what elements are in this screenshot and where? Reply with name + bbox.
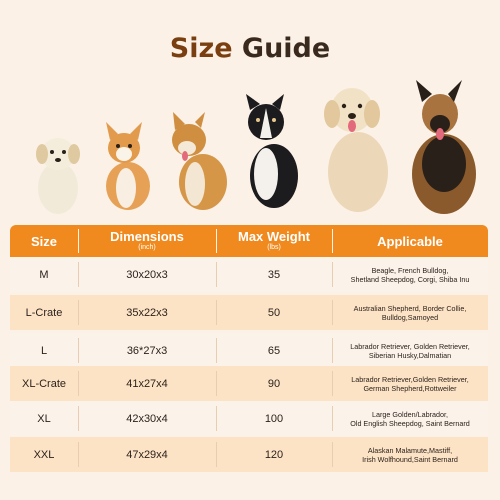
header-divider — [78, 229, 79, 253]
dimensions-cell: 42x30x4 — [126, 412, 168, 425]
title-word-size: Size — [169, 33, 233, 64]
weight-cell: 100 — [264, 412, 284, 425]
header-dimensions-unit: (inch) — [138, 244, 156, 251]
size-cell: L-Crate — [25, 306, 63, 319]
table-row: M 30x20x3 35 Beagle, French Bulldog, Shet… — [10, 257, 488, 292]
size-cell: XXL — [33, 448, 55, 461]
applicable-cell: Australian Shepherd, Border Collie, Bulld… — [332, 295, 488, 330]
weight-cell: 50 — [267, 306, 281, 319]
table-row: XL 42x30x4 100 Large Golden/Labrador, Old… — [10, 401, 488, 436]
dimensions-cell: 36*27x3 — [126, 344, 168, 357]
header-divider — [216, 229, 217, 253]
applicable-cell: Labrador Retriever, Golden Retriever, Sib… — [332, 333, 488, 368]
applicable-line: Siberian Husky,Dalmatian — [368, 350, 452, 360]
puppy-illustration — [36, 138, 80, 214]
row-divider — [332, 338, 333, 363]
page-title: Size Guide — [0, 33, 500, 64]
dimensions-cell: 35x22x3 — [126, 306, 168, 319]
row-divider — [216, 442, 217, 467]
applicable-line: Alaskan Malamute,Mastiff, — [367, 445, 453, 455]
weight-cell: 65 — [267, 344, 281, 357]
corgi-illustration — [106, 122, 150, 210]
header-weight: Max Weight (lbs) — [216, 225, 332, 257]
row-divider — [78, 371, 79, 396]
applicable-line: Australian Shepherd, Border Collie, — [353, 303, 467, 313]
header-applicable: Applicable — [332, 225, 488, 257]
applicable-cell: Alaskan Malamute,Mastiff, Irish Wolfhound… — [332, 437, 488, 472]
header-size: Size — [10, 225, 78, 257]
row-divider — [332, 371, 333, 396]
table-row: L-Crate 35x22x3 50 Australian Shepherd, … — [10, 295, 488, 330]
row-divider — [216, 300, 217, 325]
size-cell: L — [40, 344, 48, 357]
table-row: XL-Crate 41x27x4 90 Labrador Retriever,G… — [10, 366, 488, 401]
row-divider — [332, 262, 333, 287]
table-header: Size Dimensions (inch) Max Weight (lbs) … — [10, 225, 488, 257]
size-cell: XL-Crate — [21, 377, 67, 390]
size-cell: M — [39, 268, 49, 281]
dog-lineup — [0, 80, 500, 220]
row-divider — [216, 338, 217, 363]
row-divider — [332, 406, 333, 431]
applicable-line: German Shepherd,Rottweiler — [363, 383, 457, 393]
row-divider — [78, 300, 79, 325]
weight-cell: 90 — [267, 377, 281, 390]
shiba-inu-illustration — [172, 112, 227, 210]
row-divider — [216, 406, 217, 431]
applicable-line: Large Golden/Labrador, — [372, 409, 448, 419]
weight-cell: 120 — [264, 448, 284, 461]
row-divider — [78, 442, 79, 467]
applicable-line: Labrador Retriever, Golden Retriever, — [350, 341, 470, 351]
row-divider — [216, 371, 217, 396]
dimensions-cell: 47x29x4 — [126, 448, 168, 461]
applicable-cell: Labrador Retriever,Golden Retriever, Germ… — [332, 366, 488, 401]
border-collie-illustration — [246, 94, 298, 208]
applicable-line: Labrador Retriever,Golden Retriever, — [351, 374, 469, 384]
header-size-label: Size — [30, 233, 57, 249]
header-applicable-label: Applicable — [377, 233, 443, 249]
applicable-line: Shetland Sheepdog, Corgi, Shiba Inu — [350, 274, 470, 284]
applicable-line: Old English Sheepdog, Saint Bernard — [350, 418, 470, 428]
row-divider — [78, 262, 79, 287]
header-dimensions: Dimensions (inch) — [78, 225, 216, 257]
dimensions-cell: 30x20x3 — [126, 268, 168, 281]
weight-cell: 35 — [267, 268, 281, 281]
row-divider — [332, 300, 333, 325]
row-divider — [78, 406, 79, 431]
header-dimensions-label: Dimensions — [110, 229, 184, 244]
row-divider — [216, 262, 217, 287]
row-divider — [332, 442, 333, 467]
title-word-guide: Guide — [241, 33, 331, 64]
table-row: XXL 47x29x4 120 Alaskan Malamute,Mastiff… — [10, 437, 488, 472]
applicable-cell: Large Golden/Labrador, Old English Sheepd… — [332, 401, 488, 436]
german-shepherd-illustration — [412, 80, 476, 214]
row-divider — [78, 338, 79, 363]
size-cell: XL — [37, 412, 51, 425]
applicable-line: Irish Wolfhound,Saint Bernard — [362, 454, 458, 464]
applicable-cell: Beagle, French Bulldog, Shetland Sheepdog… — [332, 257, 488, 292]
golden-retriever-illustration — [324, 88, 388, 212]
header-weight-label: Max Weight — [238, 229, 310, 244]
applicable-line: Bulldog,Samoyed — [381, 312, 439, 322]
applicable-line: Beagle, French Bulldog, — [371, 265, 449, 275]
table-row: L 36*27x3 65 Labrador Retriever, Golden … — [10, 333, 488, 368]
header-weight-unit: (lbs) — [267, 244, 281, 251]
header-divider — [332, 229, 333, 253]
dimensions-cell: 41x27x4 — [126, 377, 168, 390]
